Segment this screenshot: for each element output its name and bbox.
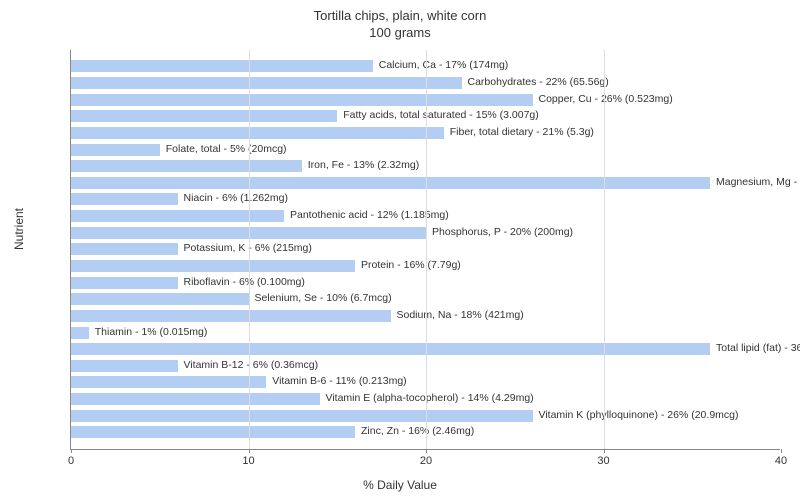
bar-label: Niacin - 6% (1.262mg) [184, 192, 288, 204]
bar-label: Selenium, Se - 10% (6.7mcg) [255, 292, 392, 304]
plot-area: Calcium, Ca - 17% (174mg) Carbohydrates -… [70, 50, 780, 450]
bar [71, 94, 533, 106]
bar-label: Zinc, Zn - 16% (2.46mg) [361, 425, 474, 437]
bar [71, 277, 178, 289]
gridline [604, 50, 605, 449]
bar-label: Magnesium, Mg - 36% (146mg) [716, 176, 800, 188]
bar [71, 127, 444, 139]
bar-label: Vitamin K (phylloquinone) - 26% (20.9mcg… [539, 409, 739, 421]
bar-label: Vitamin E (alpha-tocopherol) - 14% (4.29… [326, 392, 534, 404]
bar [71, 293, 249, 305]
bar [71, 327, 89, 339]
bar-label: Fiber, total dietary - 21% (5.3g) [450, 126, 594, 138]
gridline [426, 50, 427, 449]
bar-label: Thiamin - 1% (0.015mg) [95, 326, 208, 338]
bar-label: Protein - 16% (7.79g) [361, 259, 461, 271]
bar [71, 426, 355, 438]
title-line-1: Tortilla chips, plain, white corn [314, 8, 487, 23]
nutrient-chart: Tortilla chips, plain, white corn 100 gr… [0, 0, 800, 500]
bar [71, 110, 337, 122]
bar-label: Folate, total - 5% (20mcg) [166, 143, 287, 155]
x-tick-label: 30 [597, 455, 609, 467]
bar-label: Vitamin B-6 - 11% (0.213mg) [272, 375, 406, 387]
bar [71, 60, 373, 72]
bar [71, 343, 710, 355]
chart-title: Tortilla chips, plain, white corn 100 gr… [0, 0, 800, 42]
bar [71, 193, 178, 205]
bar [71, 177, 710, 189]
bar-label: Pantothenic acid - 12% (1.185mg) [290, 209, 449, 221]
x-tick-mark [426, 449, 427, 453]
bar-label: Copper, Cu - 26% (0.523mg) [539, 93, 673, 105]
x-tick-label: 0 [68, 455, 74, 467]
bar [71, 77, 462, 89]
x-tick-label: 40 [775, 455, 787, 467]
bar-label: Total lipid (fat) - 36% (23.36g) [716, 342, 800, 354]
title-line-2: 100 grams [369, 25, 430, 40]
bar-label: Carbohydrates - 22% (65.56g) [468, 76, 609, 88]
bar-label: Calcium, Ca - 17% (174mg) [379, 59, 509, 71]
bar-label: Iron, Fe - 13% (2.32mg) [308, 159, 419, 171]
x-tick-mark [604, 449, 605, 453]
x-tick-mark [781, 449, 782, 453]
x-axis-label: % Daily Value [0, 478, 800, 492]
bar [71, 144, 160, 156]
bar [71, 410, 533, 422]
bar [71, 393, 320, 405]
bar [71, 310, 391, 322]
x-tick-mark [71, 449, 72, 453]
bar [71, 160, 302, 172]
bar [71, 260, 355, 272]
gridline [249, 50, 250, 449]
bar-label: Vitamin B-12 - 6% (0.36mcg) [184, 359, 319, 371]
bar-label: Sodium, Na - 18% (421mg) [397, 309, 524, 321]
bar [71, 243, 178, 255]
y-axis-label: Nutrient [12, 208, 26, 250]
bar-label: Riboflavin - 6% (0.100mg) [184, 276, 305, 288]
x-tick-label: 20 [420, 455, 432, 467]
x-tick-mark [249, 449, 250, 453]
bar [71, 360, 178, 372]
bar [71, 210, 284, 222]
x-tick-label: 10 [242, 455, 254, 467]
bar-label: Fatty acids, total saturated - 15% (3.00… [343, 109, 539, 121]
bar-label: Phosphorus, P - 20% (200mg) [432, 226, 573, 238]
bar [71, 376, 266, 388]
